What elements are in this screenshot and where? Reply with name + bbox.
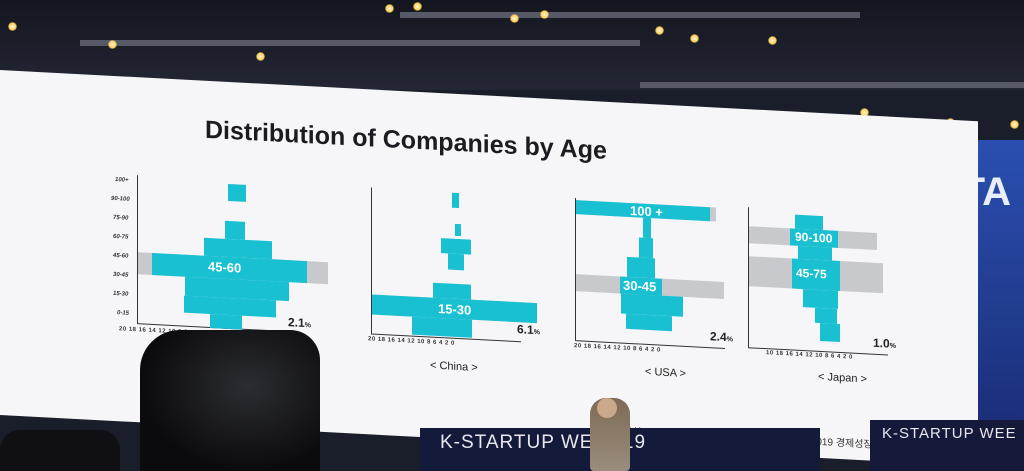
y-label: 75-90 (113, 214, 129, 222)
stage-light (256, 52, 265, 61)
country-label: < USA > (645, 365, 686, 380)
bar-label: 45-75 (796, 265, 827, 282)
bar-label: 90-100 (795, 229, 833, 246)
stage-light (385, 4, 394, 13)
lighting-truss (640, 82, 1024, 88)
stage-light (540, 10, 549, 19)
bar (441, 238, 471, 255)
y-label: 15-30 (113, 290, 129, 298)
stage-light (413, 2, 422, 11)
event-banner-right (870, 420, 1024, 471)
y-label: 60-75 (113, 233, 129, 241)
bar (803, 289, 838, 309)
y-label: 90-100 (111, 195, 130, 203)
stage-ceiling (0, 0, 1024, 129)
percent-value: 1.0% (873, 335, 896, 351)
stage-light (655, 26, 664, 35)
stage-light (690, 34, 699, 43)
bar (643, 217, 651, 239)
bar (210, 314, 242, 330)
stage-light (8, 22, 17, 31)
video-camera (0, 430, 120, 471)
stage-light (1010, 120, 1019, 129)
bar (448, 253, 464, 271)
lighting-truss (400, 12, 860, 18)
bar-label: 15-30 (438, 300, 472, 318)
stage-light (108, 40, 117, 49)
country-label: < Japan > (818, 370, 867, 386)
slide-title: Distribution of Companies by Age (205, 115, 607, 165)
bar-label: 30-45 (623, 277, 657, 295)
stage-light (860, 108, 869, 117)
bar (627, 256, 655, 279)
bar (452, 192, 459, 209)
stage-light (768, 36, 777, 45)
percent-value: 6.1% (517, 322, 540, 337)
y-axis (137, 175, 138, 324)
bar (815, 307, 837, 324)
bar (412, 316, 472, 338)
speaker-head (597, 398, 617, 418)
bar (626, 313, 672, 332)
y-label: 100+ (115, 177, 129, 184)
y-label: 0-15 (117, 310, 130, 317)
event-banner-right-text: K-STARTUP WEE (882, 425, 1017, 442)
lighting-truss (80, 40, 640, 46)
y-label: 45-60 (113, 252, 129, 260)
y-axis (575, 198, 576, 341)
bar (820, 322, 840, 343)
bar (455, 223, 461, 237)
percent-value: 2.1% (288, 315, 311, 330)
stage-light (510, 14, 519, 23)
bar (225, 220, 245, 240)
percent-value: 2.4% (710, 329, 733, 345)
bar (228, 183, 246, 202)
country-label: < China > (430, 359, 478, 375)
video-camera (140, 330, 320, 471)
bar-label: 45-60 (208, 258, 242, 276)
y-label: 30-45 (113, 271, 129, 279)
bar (795, 214, 823, 231)
bar (639, 237, 653, 259)
